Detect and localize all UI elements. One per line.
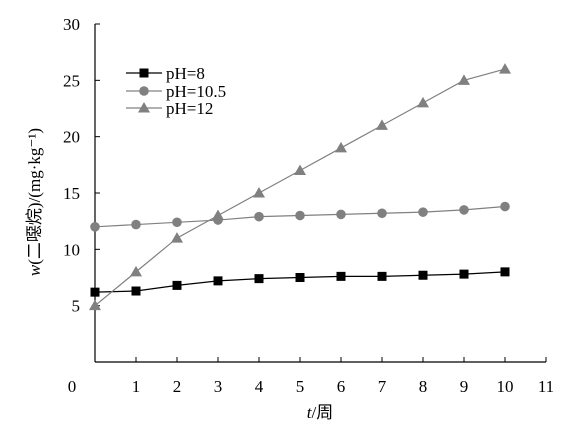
legend-label: pH=8	[166, 64, 205, 83]
data-point	[418, 270, 428, 280]
data-point	[253, 187, 265, 198]
x-tick-label: 4	[255, 377, 264, 396]
legend-marker	[138, 102, 150, 113]
y-axis-label: w(二噁烷)/(mg·kg⁻¹)	[25, 128, 44, 276]
legend-label: pH=12	[166, 99, 213, 118]
y-tick-label: 20	[63, 128, 80, 147]
legend-marker	[139, 86, 149, 96]
y-axis-label-var: w	[25, 264, 44, 276]
data-point	[458, 74, 470, 85]
x-tick-label: 10	[497, 377, 514, 396]
data-point	[172, 280, 182, 290]
data-point	[171, 232, 183, 243]
data-point	[90, 222, 100, 232]
y-tick-label: 25	[63, 71, 80, 90]
data-point	[500, 267, 510, 277]
x-tick-label: 5	[296, 377, 305, 396]
series-line	[94, 68, 506, 307]
x-ticks: 1 2 3 4 5 6 7 8 9 10 11	[132, 357, 554, 396]
x-tick-label: 8	[419, 377, 428, 396]
x-tick-label: 2	[173, 377, 182, 396]
y-ticks: 5 10 15 20 25 30	[63, 15, 100, 316]
data-point	[336, 209, 346, 220]
data-point	[418, 207, 428, 217]
data-point	[295, 273, 305, 282]
y-axis-label-unit: (二噁烷)/(mg·kg⁻¹)	[25, 128, 44, 265]
x-axis-label-var: t	[307, 403, 313, 422]
data-point	[254, 274, 264, 284]
legend: pH=8pH=10.5pH=12	[126, 64, 226, 118]
data-point	[336, 271, 346, 281]
data-point	[335, 141, 347, 153]
x-axis-label: t/周	[307, 403, 333, 422]
series-markers	[89, 63, 511, 311]
data-point	[131, 286, 141, 296]
data-point	[89, 299, 101, 311]
x-tick-label: 3	[214, 377, 223, 396]
data-point	[295, 210, 305, 221]
x-tick-label: 1	[132, 377, 141, 396]
data-point	[90, 287, 100, 297]
data-point	[131, 219, 141, 230]
data-point	[377, 271, 387, 281]
y-tick-label: 15	[63, 184, 80, 203]
x-tick-label: 6	[337, 377, 346, 396]
data-point	[500, 201, 510, 212]
data-point	[254, 211, 264, 222]
legend-label: pH=10.5	[166, 82, 226, 101]
axes	[94, 24, 546, 363]
data-point	[459, 269, 469, 279]
y-tick-label: 5	[72, 297, 81, 316]
series-lines	[94, 68, 506, 307]
data-point	[417, 96, 429, 108]
x-tick-label: 11	[538, 377, 554, 396]
x-tick-label: 7	[378, 377, 387, 396]
x-axis-label-unit: /周	[312, 403, 334, 422]
x-origin-label: 0	[68, 377, 77, 396]
data-point	[376, 119, 388, 130]
legend-marker	[139, 68, 149, 78]
data-point	[212, 209, 224, 221]
x-tick-label: 9	[460, 377, 469, 396]
data-point	[213, 276, 223, 286]
data-point	[499, 63, 511, 74]
data-point	[459, 205, 469, 215]
data-point	[294, 164, 306, 175]
y-tick-label: 30	[63, 15, 80, 34]
y-tick-label: 10	[63, 240, 80, 259]
data-point	[172, 217, 182, 228]
data-point	[130, 265, 142, 277]
data-point	[377, 208, 387, 219]
